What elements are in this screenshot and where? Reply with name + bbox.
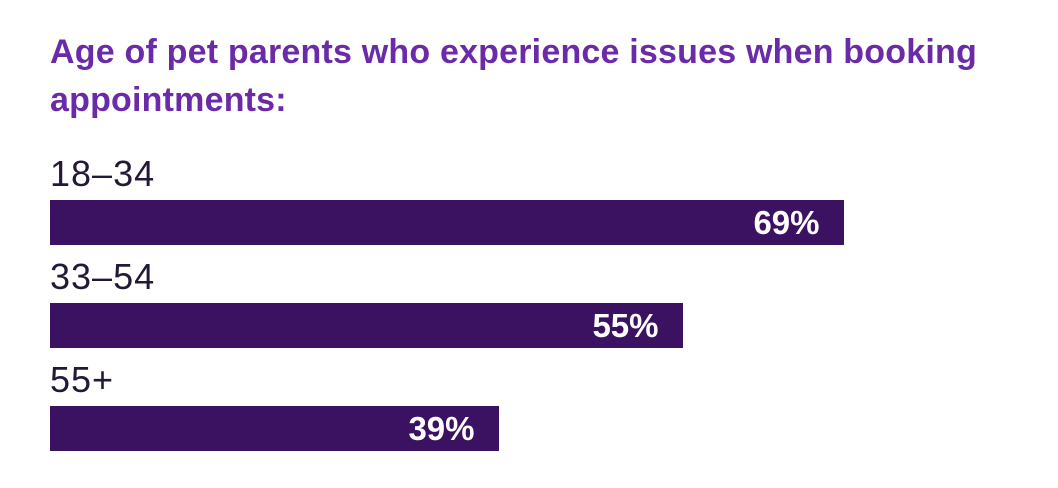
bar: 39%: [50, 406, 499, 451]
bar-row: 33–54 55%: [50, 255, 1058, 348]
bar: 69%: [50, 200, 844, 245]
bar-row: 55+ 39%: [50, 358, 1058, 451]
category-label: 55+: [50, 359, 115, 400]
category-label: 18–34: [50, 153, 156, 194]
bar-rows: 18–34 69% 33–54 55% 55+ 39%: [50, 152, 1058, 451]
chart-title-line1: Age of pet parents who experience issues…: [50, 33, 977, 71]
category-label: 33–54: [50, 256, 156, 297]
chart-title-line2: appointments:: [50, 81, 287, 119]
bar-value-label: 55%: [592, 307, 659, 344]
bar-value-label: 69%: [753, 204, 820, 241]
bar-value-label: 39%: [408, 410, 475, 447]
bar: 55%: [50, 303, 683, 348]
bar-row: 18–34 69%: [50, 152, 1058, 245]
bar-chart: Age of pet parents who experience issues…: [50, 28, 1058, 451]
chart-title: Age of pet parents who experience issues…: [50, 28, 1058, 124]
